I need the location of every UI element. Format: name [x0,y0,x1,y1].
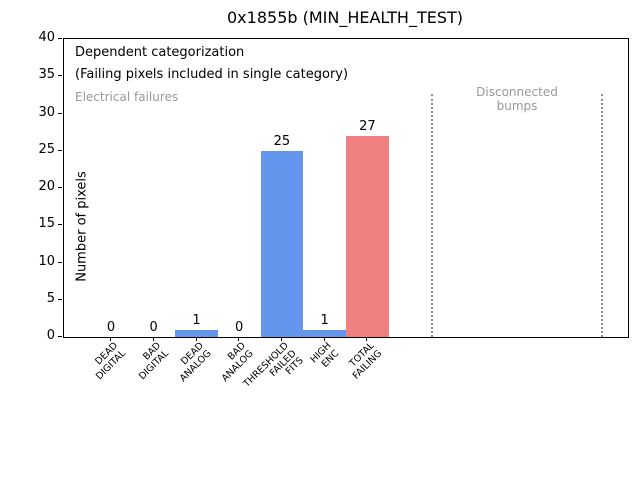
x-tick-label: TOTAL FAILING [347,340,384,382]
y-tick-mark [58,298,62,300]
x-tick-mark [152,337,154,341]
bar-value-label: 27 [359,119,376,134]
separator-line [601,94,604,337]
y-tick-label: 35 [38,67,55,83]
x-tick-mark [238,337,240,341]
y-tick-label: 25 [38,141,55,157]
y-tick-label: 15 [38,216,55,232]
bar [260,151,304,337]
x-tick-mark [110,337,111,341]
x-tick-mark [323,337,325,341]
bar-value-label: 1 [192,313,201,328]
bar [175,330,218,337]
y-tick-mark [58,149,62,151]
y-tick-label: 5 [46,290,55,306]
bar [346,136,389,337]
y-tick-mark [58,75,62,77]
x-tick-label: DEAD DIGITAL [93,340,128,382]
bar-value-label: 0 [106,320,116,335]
bar-value-label: 25 [273,134,291,149]
y-axis-label: Number of pixels [74,171,90,282]
y-tick-label: 10 [38,253,55,269]
y-tick-label: 20 [38,179,55,194]
bar [303,330,346,337]
annotation-electrical-failures: Electrical failures [75,90,179,104]
x-tick-mark [366,337,368,341]
bar-value-label: 0 [235,320,244,335]
y-tick-mark [58,224,62,226]
y-tick-mark [58,112,62,114]
chart-title: 0x1855b (MIN_HEALTH_TEST) [227,8,463,27]
y-tick-mark [58,336,62,337]
annotation-disconnected-bumps: Disconnected bumps [476,85,558,113]
separator-line [430,94,433,337]
y-tick-label: 0 [46,328,55,343]
y-tick-mark [58,261,62,263]
y-tick-mark [58,38,62,39]
x-tick-mark [195,337,197,341]
y-tick-label: 30 [38,104,55,120]
bar-value-label: 0 [149,320,158,335]
x-tick-mark [280,337,282,341]
plot-area: Number of pixels Dependent categorizatio… [63,38,629,338]
bar-value-label: 1 [320,313,329,328]
x-tick-label: DEAD ANALOG [176,340,213,384]
y-tick-label: 40 [38,30,55,45]
x-tick-label: HIGH ENC [308,340,342,370]
x-tick-label: THRESHOLD FAILED FITS [241,340,306,390]
annotation-dependent-categorization: Dependent categorization [75,45,245,60]
x-tick-label: BAD DIGITAL [136,340,171,382]
y-tick-mark [58,187,62,188]
annotation-failing-note: (Failing pixels included in single categ… [75,67,349,82]
